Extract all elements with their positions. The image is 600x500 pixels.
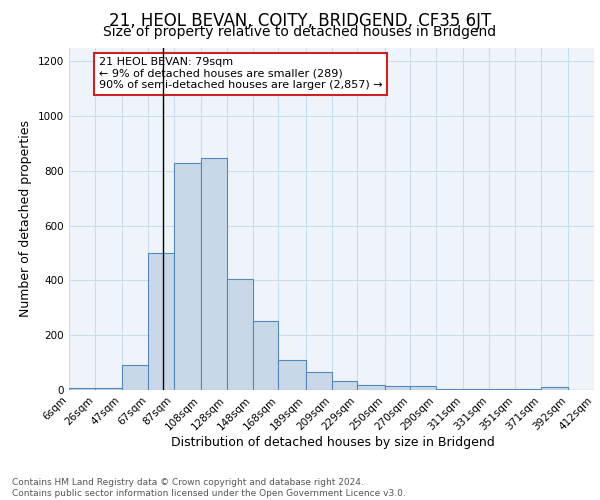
Bar (95, 388, 122, 390)
Bar (227, 279, 253, 390)
Bar (253, 321, 278, 390)
Bar (358, 384, 385, 390)
Bar (385, 386, 410, 390)
Text: Contains HM Land Registry data © Crown copyright and database right 2024.
Contai: Contains HM Land Registry data © Crown c… (12, 478, 406, 498)
Bar (69, 388, 95, 390)
Bar (201, 158, 227, 390)
Y-axis label: Number of detached properties: Number of detached properties (19, 120, 32, 318)
Bar (122, 366, 148, 390)
Bar (463, 388, 489, 390)
Bar (148, 253, 174, 390)
Text: Size of property relative to detached houses in Bridgend: Size of property relative to detached ho… (103, 25, 497, 39)
Text: Distribution of detached houses by size in Bridgend: Distribution of detached houses by size … (171, 436, 495, 449)
Bar (410, 386, 436, 390)
Text: 21, HEOL BEVAN, COITY, BRIDGEND, CF35 6JT: 21, HEOL BEVAN, COITY, BRIDGEND, CF35 6J… (109, 12, 491, 30)
Bar (331, 381, 358, 390)
Bar (305, 372, 332, 390)
Bar (174, 162, 201, 390)
Text: 21 HEOL BEVAN: 79sqm
← 9% of detached houses are smaller (289)
90% of semi-detac: 21 HEOL BEVAN: 79sqm ← 9% of detached ho… (99, 57, 382, 90)
Bar (436, 388, 463, 390)
Bar (541, 388, 568, 390)
Bar (515, 388, 541, 390)
Bar (278, 360, 305, 390)
Bar (489, 388, 515, 390)
